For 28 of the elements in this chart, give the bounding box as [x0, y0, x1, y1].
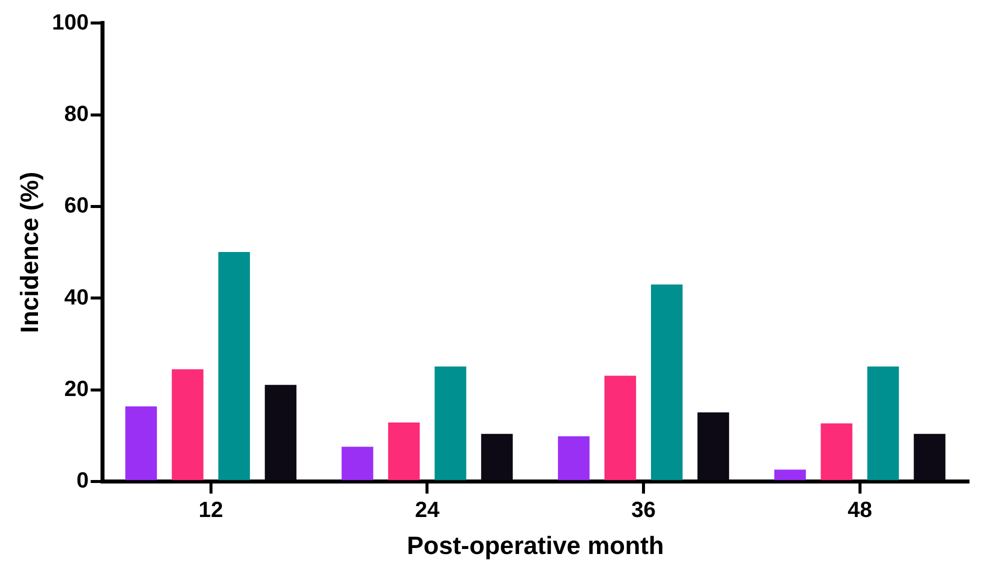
- x-tick-label: 24: [414, 496, 440, 522]
- bar: [820, 423, 852, 480]
- y-tick-label: 100: [52, 9, 89, 34]
- x-tick-label: 36: [631, 496, 656, 522]
- bar: [697, 412, 730, 480]
- bar: [264, 384, 296, 480]
- bar: [342, 446, 374, 480]
- x-axis-title: Post-operative month: [406, 532, 664, 560]
- y-tick-label: 60: [64, 192, 89, 218]
- bar: [125, 406, 157, 480]
- y-tick-label: 80: [64, 100, 89, 126]
- bar: [558, 436, 590, 480]
- y-tick-label: 0: [76, 468, 89, 493]
- x-tick-label: 12: [198, 496, 224, 522]
- bar: [914, 434, 946, 480]
- y-tick-label: 40: [64, 284, 89, 310]
- x-tick-label: 48: [848, 496, 872, 522]
- bar: [867, 366, 899, 480]
- bar: [774, 470, 806, 480]
- y-axis-title: Incidence (%): [16, 172, 44, 333]
- bar: [172, 369, 204, 480]
- bar: [434, 366, 466, 480]
- bar: [218, 252, 250, 480]
- bar: [650, 284, 683, 480]
- y-tick-label: 20: [64, 376, 89, 401]
- bar: [604, 376, 636, 480]
- bar: [388, 422, 420, 480]
- bar: [481, 434, 513, 480]
